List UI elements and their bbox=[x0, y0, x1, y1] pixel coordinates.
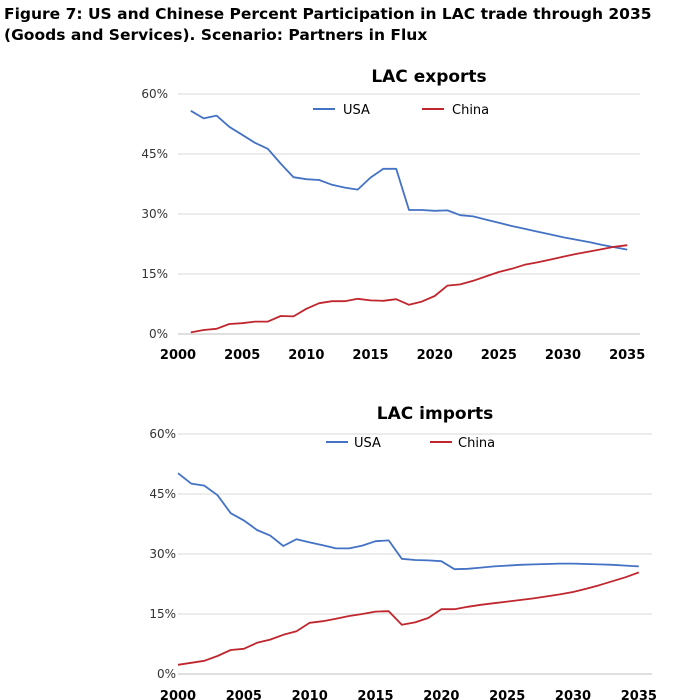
x-tick-label: 2010 bbox=[288, 348, 324, 360]
x-tick-label: 2000 bbox=[160, 689, 196, 700]
series-line-china bbox=[177, 571, 640, 666]
series-line-usa bbox=[177, 472, 639, 571]
x-tick-label: 2025 bbox=[489, 689, 525, 700]
legend-label-china: China bbox=[458, 436, 495, 451]
series-line-usa bbox=[190, 110, 628, 251]
legend-label-usa: USA bbox=[343, 103, 370, 118]
x-tick-label: 2000 bbox=[160, 348, 196, 360]
y-tick-label: 60% bbox=[149, 427, 176, 441]
x-tick-label: 2015 bbox=[352, 348, 388, 360]
y-tick-label: 30% bbox=[149, 547, 176, 561]
y-tick-label: 15% bbox=[141, 267, 168, 281]
y-tick-label: 0% bbox=[149, 327, 168, 341]
chart-lac-exports: LAC exports 0% 15% 30% 45% 60% 2000 2005 2010 201… bbox=[141, 67, 645, 360]
x-tick-label: 2035 bbox=[609, 348, 645, 360]
y-tick-label: 45% bbox=[141, 147, 168, 161]
x-tick-label: 2005 bbox=[224, 348, 260, 360]
chart-lac-imports: LAC imports 0% 15% 30% 45% 60% 2000 2005 2010 201… bbox=[149, 404, 657, 700]
legend-label-usa: USA bbox=[354, 436, 381, 451]
series-line-china bbox=[190, 244, 628, 334]
x-tick-label: 2015 bbox=[357, 689, 393, 700]
x-tick-label: 2025 bbox=[481, 348, 517, 360]
x-tick-label: 2035 bbox=[621, 689, 657, 700]
x-tick-label: 2005 bbox=[226, 689, 262, 700]
x-tick-label: 2020 bbox=[423, 689, 459, 700]
x-tick-label: 2010 bbox=[292, 689, 328, 700]
legend-label-china: China bbox=[452, 103, 489, 118]
y-tick-label: 15% bbox=[149, 607, 176, 621]
x-tick-label: 2030 bbox=[555, 689, 591, 700]
figure-title: Figure 7: US and Chinese Percent Partici… bbox=[4, 5, 652, 44]
chart-title: LAC imports bbox=[377, 404, 493, 424]
y-tick-label: 30% bbox=[141, 207, 168, 221]
x-tick-label: 2020 bbox=[417, 348, 453, 360]
x-tick-label: 2030 bbox=[545, 348, 581, 360]
y-tick-label: 45% bbox=[149, 487, 176, 501]
chart-title: LAC exports bbox=[371, 67, 486, 87]
y-tick-label: 60% bbox=[141, 87, 168, 101]
y-tick-label: 0% bbox=[157, 667, 176, 681]
